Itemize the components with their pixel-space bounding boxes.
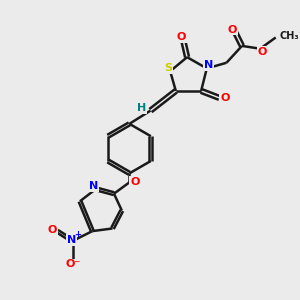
Text: O: O: [130, 177, 140, 188]
Text: N: N: [89, 181, 98, 191]
Text: N: N: [204, 60, 213, 70]
Text: O: O: [47, 225, 57, 235]
Text: N: N: [67, 235, 76, 245]
Text: CH₃: CH₃: [279, 31, 299, 41]
Text: O: O: [227, 25, 237, 34]
Text: H: H: [137, 103, 146, 113]
Text: S: S: [164, 63, 172, 74]
Text: O: O: [220, 93, 230, 103]
Text: O: O: [177, 32, 186, 43]
Text: +: +: [74, 230, 81, 239]
Text: O: O: [258, 47, 267, 57]
Text: O⁻: O⁻: [66, 259, 81, 269]
